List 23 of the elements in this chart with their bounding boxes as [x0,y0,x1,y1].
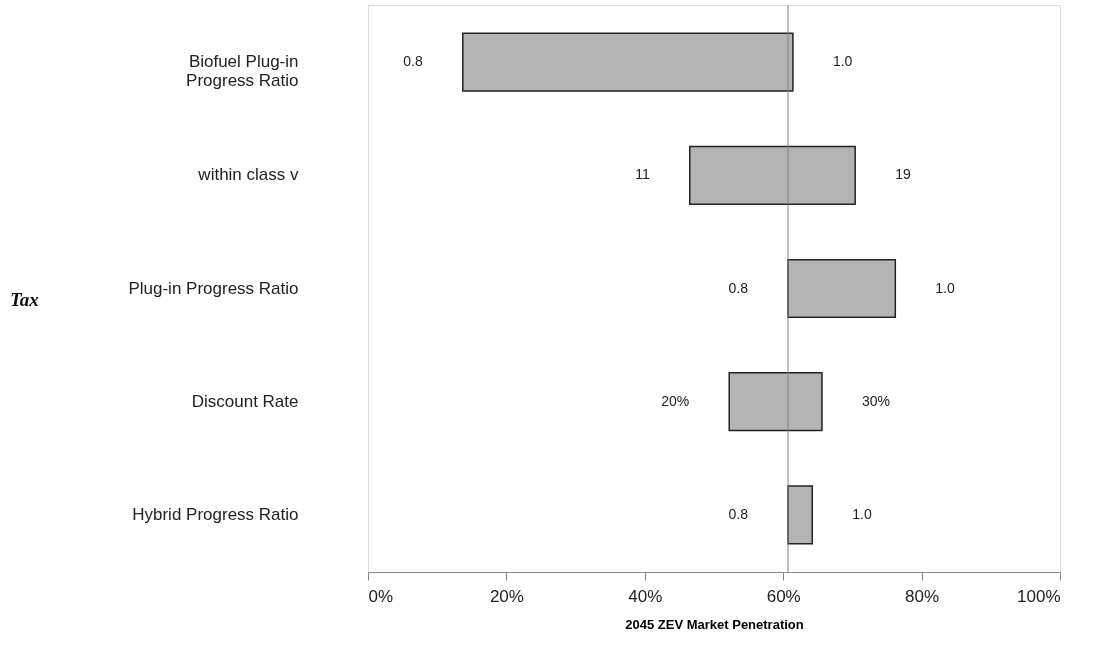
annotation: 0.8 [728,505,749,522]
annotation: 1.0 [935,279,955,296]
x-tick-label: 20% [489,586,524,606]
annotation: 1.0 [852,505,872,522]
y-tick-label: Hybrid Progress Ratio [132,504,299,524]
annotation: 20% [661,392,690,409]
y-tick-label: within class v [197,165,299,185]
annotation: 30% [861,392,890,409]
y-tick-label: Discount Rate [191,391,299,411]
annotation: 0.8 [728,279,749,296]
y-tick-label: Biofuel Plug-in Progress Ratio [186,52,299,91]
x-tick-label: 80% [905,586,940,606]
text: Tax [10,288,40,310]
x-axis-title: 2045 ZEV Market Penetration [625,616,804,632]
annotation: 1.0 [832,53,853,70]
x-tick-label: 40% [628,586,663,606]
annotation: 19 [895,166,911,183]
x-tick-label: 60% [766,586,801,606]
annotation: 0.8 [403,53,424,70]
y-tick-label: Plug-in Progress Ratio [128,278,299,298]
x-tick-label: 0% [368,586,394,606]
x-tick-label: 100% [1017,586,1061,606]
annotation: 11 [635,166,650,183]
